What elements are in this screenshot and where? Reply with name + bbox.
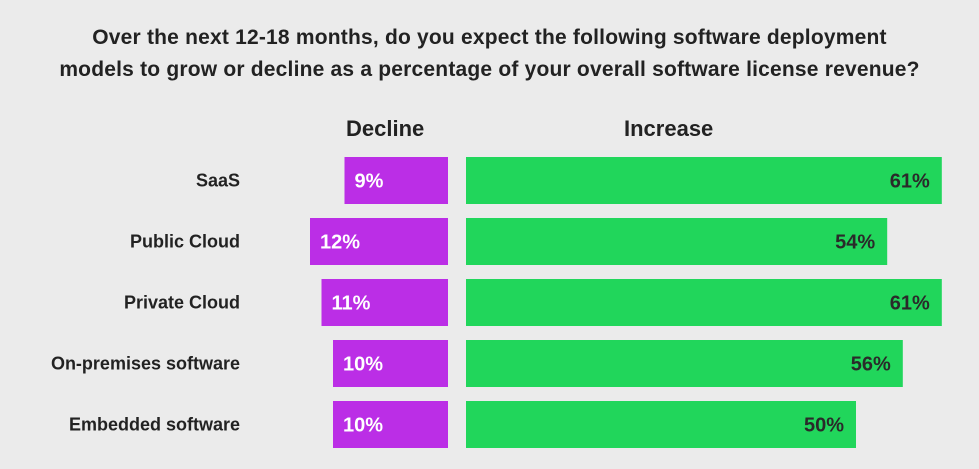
increase-bar-public-cloud [466,218,888,265]
category-label-on-premises-software: On-premises software [51,354,240,374]
decline-bar-public-cloud [310,218,448,265]
decline-value-saas: 9% [355,171,384,193]
title-line-2: models to grow or decline as a percentag… [59,58,920,81]
increase-value-on-premises-software: 56% [851,354,891,376]
increase-value-private-cloud: 61% [890,293,930,315]
decline-bar-private-cloud [321,279,448,326]
decline-value-public-cloud: 12% [320,232,360,254]
increase-value-embedded-software: 50% [804,415,844,437]
increase-bar-on-premises-software [466,340,903,387]
category-label-embedded-software: Embedded software [69,415,240,435]
decline-bar-saas [344,157,448,204]
decline-bar-on-premises-software [333,340,448,387]
decline-value-private-cloud: 11% [332,293,371,315]
title-line-1: Over the next 12-18 months, do you expec… [92,26,887,49]
increase-bar-private-cloud [466,279,942,326]
category-label-saas: SaaS [196,171,240,191]
increase-value-public-cloud: 54% [835,232,875,254]
decline-value-on-premises-software: 10% [343,354,383,376]
category-label-public-cloud: Public Cloud [130,232,240,252]
increase-header: Increase [624,116,714,141]
decline-bar-embedded-software [333,401,448,448]
decline-value-embedded-software: 10% [343,415,383,437]
increase-bar-saas [466,157,942,204]
decline-header: Decline [346,116,425,141]
category-label-private-cloud: Private Cloud [124,293,240,313]
increase-bar-embedded-software [466,401,856,448]
chart-title: Over the next 12-18 months, do you expec… [0,22,979,86]
increase-value-saas: 61% [890,171,930,193]
